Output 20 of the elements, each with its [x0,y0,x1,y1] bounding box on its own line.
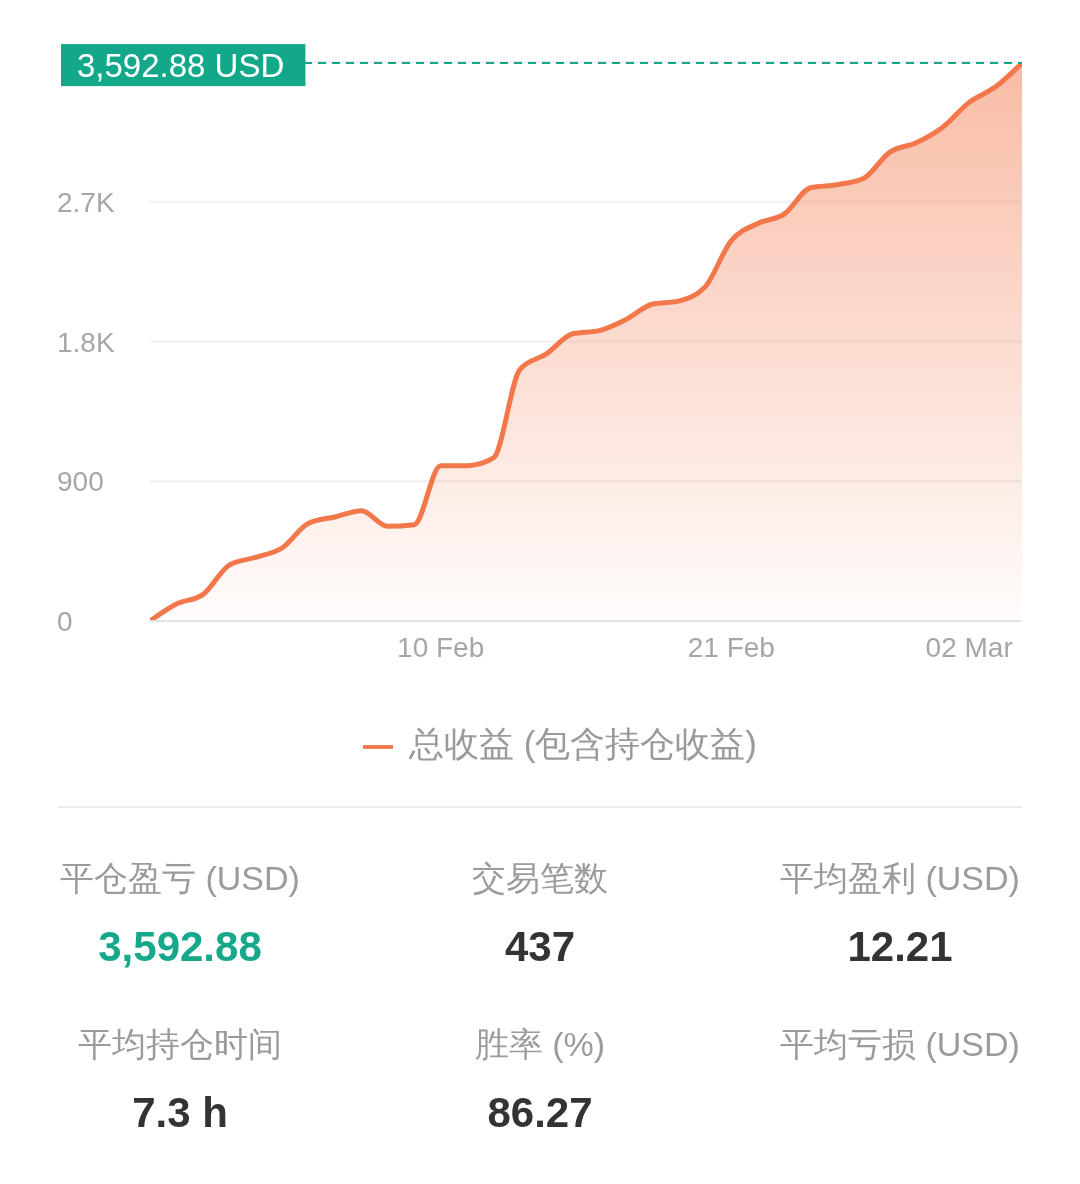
x-tick-label: 10 Feb [397,632,485,663]
category-label: 胜率 (%) [473,1024,607,1064]
x-tick-label: 21 Feb [687,632,775,663]
text: 3,592.88 [98,923,262,970]
category-label: 平仓盈亏 (USD) [59,858,301,898]
category-label: 交易笔数 [471,858,609,898]
y-tick-label: 900 [57,466,104,498]
x-tick-label: 02 Mar [925,632,1013,663]
y-tick-label: 2.7K [57,186,115,218]
text: 7.3 h [132,1089,228,1136]
text: 437 [504,923,576,970]
text: 12.21 [847,923,953,970]
ref-line-label: 3,592.88 USD [77,46,285,84]
category-label: 平均盈利 (USD) [779,858,1021,898]
y-tick-label: 0 [57,606,73,638]
text: 86.27 [487,1089,593,1136]
category-label: 平均持仓时间 [77,1024,283,1064]
legend-label: 总收益 (包含持仓收益) [408,724,758,763]
y-tick-label: 1.8K [57,326,115,358]
category-label: 平均亏损 (USD) [779,1024,1021,1064]
